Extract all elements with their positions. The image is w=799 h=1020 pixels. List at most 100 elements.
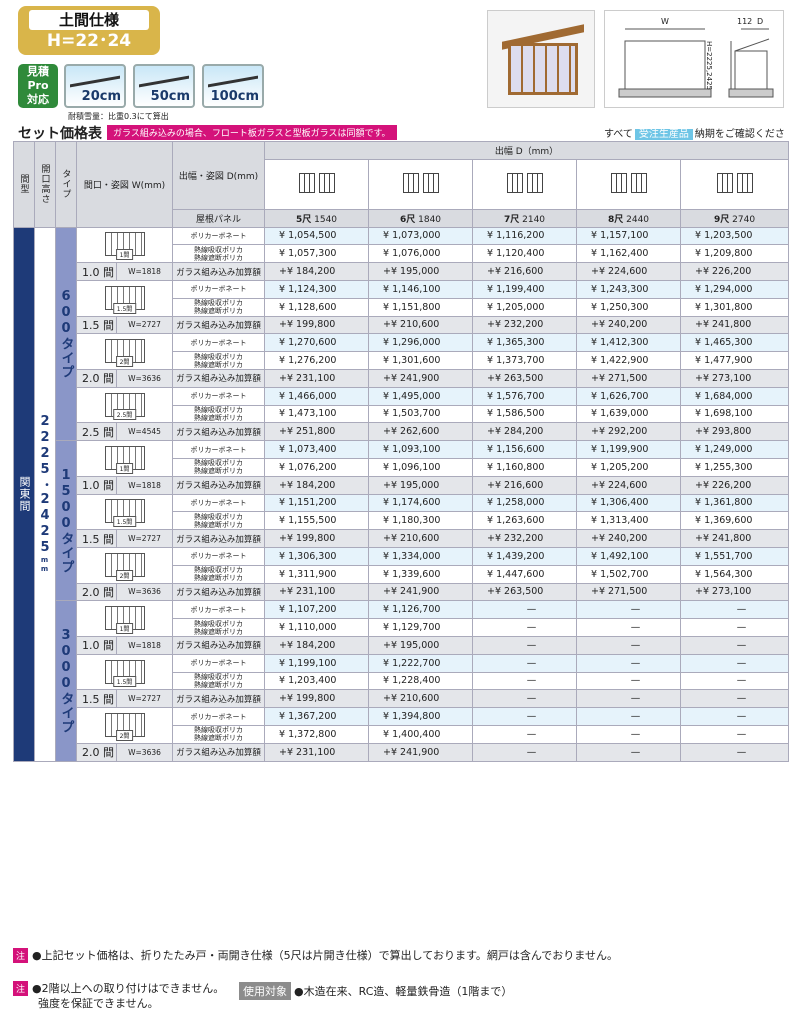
depth-6-shaku: 6尺 (399, 214, 416, 225)
opening-size-ken: 間 (103, 479, 114, 493)
opening-figure: 2間 (75, 546, 174, 584)
table-row: 熱線吸収ポリカ 熱線遮断ポリカ ¥ 1,110,000 ¥ 1,129,700— — — (14, 618, 790, 637)
opening-figure: 2間 (75, 707, 174, 744)
price-cell: — (576, 635, 682, 655)
price-cell: ¥ 1,495,000 (368, 386, 474, 406)
roof-panel-label: ポリカーボネート (172, 493, 266, 513)
table-row: 2.5 間 W=4545 ガラス組み込み加算額 +¥ 251,800 +¥ 262,60… (14, 422, 790, 442)
table-row: 1.5 間 W=2727 ガラス組み込み加算額 +¥ 199,800 +¥ 210,60… (14, 689, 790, 709)
depth-fig-5 (264, 158, 370, 210)
price-cell: +¥ 293,800 (680, 422, 790, 442)
price-cell: ¥ 1,203,400 (264, 671, 370, 691)
order-tag: 受注生産品 (634, 129, 693, 140)
price-cell: +¥ 210,600 (368, 315, 474, 335)
price-cell: ¥ 1,502,700 (576, 564, 682, 584)
roof-panel-heat2: 熱線遮断ポリカ (194, 734, 244, 743)
opening-size: 1.5 間 (76, 529, 117, 548)
price-cell: ¥ 1,311,900 (264, 564, 370, 584)
price-cell: ¥ 1,365,300 (472, 333, 578, 353)
table-row: 熱線吸収ポリカ 熱線遮断ポリカ ¥ 1,203,400 ¥ 1,228,400— — — (14, 671, 790, 691)
price-cell: +¥ 251,800 (264, 422, 370, 442)
price-cell: +¥ 184,200 (264, 635, 370, 655)
roof-panel-label: ポリカーボネート (172, 226, 266, 246)
price-cell: ¥ 1,263,600 (472, 511, 578, 531)
table-row: 1.5間 ポリカーボネート ¥ 1,151,200 ¥ 1,174,600 ¥ 1,25… (14, 493, 790, 531)
type-cell: 1500タイプ (55, 440, 77, 602)
hdr-type: 間型 (13, 141, 35, 228)
price-cell: ¥ 1,249,000 (680, 440, 790, 459)
depth-8-shaku: 8尺 (607, 214, 624, 225)
price-cell: ¥ 1,367,200 (264, 707, 370, 726)
price-cell: ¥ 1,124,300 (264, 279, 370, 299)
price-cell: +¥ 263,500 (472, 582, 578, 602)
region-cell: 関東間 (13, 226, 35, 762)
glass-label: ガラス組み込み加算額 (172, 422, 266, 442)
price-cell: — (472, 707, 578, 726)
glass-label: ガラス組み込み加算額 (172, 475, 266, 495)
roof-panel-label: ポリカーボネート (172, 707, 266, 726)
opening-width: W=2727 (115, 529, 174, 548)
mitsumori-line3: 対応 (27, 93, 49, 106)
table-row: 熱線吸収ポリカ 熱線遮断ポリカ ¥ 1,311,900 ¥ 1,339,600 ¥ 1,… (14, 564, 790, 584)
price-cell: ¥ 1,394,800 (368, 707, 474, 726)
price-cell: ¥ 1,369,600 (680, 511, 790, 531)
depth-fig-9 (680, 158, 790, 210)
roof-panel-heat2: 熱線遮断ポリカ (194, 680, 244, 689)
price-cell: — (680, 742, 790, 762)
price-cell: — (680, 653, 790, 673)
price-cell: ¥ 1,639,000 (576, 404, 682, 424)
roof-panel-heat1: 熱線吸収ポリカ (194, 619, 244, 628)
opening-size-value: 2.0 (82, 585, 100, 599)
price-cell: ¥ 1,160,800 (472, 457, 578, 477)
price-cell: ¥ 1,626,700 (576, 386, 682, 406)
opening-figure: 1間 (75, 440, 174, 477)
price-cell: — (576, 707, 682, 726)
price-cell: ¥ 1,294,000 (680, 279, 790, 299)
price-cell: ¥ 1,107,200 (264, 600, 370, 620)
price-cell: — (576, 724, 682, 744)
price-cell: ¥ 1,477,900 (680, 351, 790, 370)
opening-size-ken: 間 (103, 746, 114, 760)
roof-panel-label: ポリカーボネート (172, 653, 266, 673)
price-table: 間型 開口高さ タイプ 間口・姿図 W(mm) 出幅・姿図 D(mm) 出幅 D… (13, 141, 790, 762)
roof-panel-heat2: 熱線遮断ポリカ (194, 307, 244, 316)
opening-width: W=2727 (115, 689, 174, 709)
footer-note2: 注 ●2階以上への取り付けはできません。 (13, 980, 224, 996)
opening-fig-label: 1.5間 (112, 516, 137, 528)
price-cell: ¥ 1,129,700 (368, 618, 474, 637)
price-cell: ¥ 1,564,300 (680, 564, 790, 584)
glass-label: ガラス組み込み加算額 (172, 742, 266, 762)
price-cell: +¥ 284,200 (472, 422, 578, 442)
price-cell: +¥ 224,600 (576, 262, 682, 281)
opening-width: W=1818 (115, 475, 174, 495)
price-cell: ¥ 1,492,100 (576, 546, 682, 566)
glass-label: ガラス組み込み加算額 (172, 582, 266, 602)
table-row: 熱線吸収ポリカ 熱線遮断ポリカ ¥ 1,155,500 ¥ 1,180,300 ¥ 1,… (14, 511, 790, 531)
price-cell: +¥ 224,600 (576, 475, 682, 495)
price-cell: ¥ 1,306,300 (264, 546, 370, 566)
price-cell: ¥ 1,250,300 (576, 297, 682, 317)
mitsumori-badge: 見積 Pro 対応 (18, 64, 58, 108)
opening-size-ken: 間 (103, 532, 114, 546)
snow-50-label: 50cm (150, 89, 190, 104)
price-cell: ¥ 1,199,100 (264, 653, 370, 673)
glass-label: ガラス組み込み加算額 (172, 529, 266, 548)
price-cell: — (576, 600, 682, 620)
opening-size: 1.0 間 (76, 635, 117, 655)
depth-fig-7 (472, 158, 578, 210)
price-cell: ¥ 1,073,000 (368, 226, 474, 246)
price-cell: — (680, 689, 790, 709)
mitsumori-line1: 見積 (27, 65, 49, 78)
table-row: 1.5 間 W=2727 ガラス組み込み加算額 +¥ 199,800 +¥ 210,60… (14, 315, 790, 335)
table-row: 3000タイプ 1間 ポリカーボネート ¥ 1,107,200 ¥ 1,126,700—… (14, 600, 790, 762)
opening-size-value: 1.0 (82, 639, 100, 653)
opening-fig-label: 1.5間 (112, 676, 137, 688)
price-cell: +¥ 195,000 (368, 635, 474, 655)
depth-7-mm: 2140 (522, 214, 546, 225)
opening-size: 2.0 間 (76, 742, 117, 762)
opening-figure: 2.5間 (75, 386, 174, 424)
opening-fig-label: 2間 (115, 569, 134, 581)
price-cell: ¥ 1,465,300 (680, 333, 790, 353)
price-cell: +¥ 195,000 (368, 475, 474, 495)
roof-panel-heat2: 熱線遮断ポリカ (194, 627, 244, 636)
